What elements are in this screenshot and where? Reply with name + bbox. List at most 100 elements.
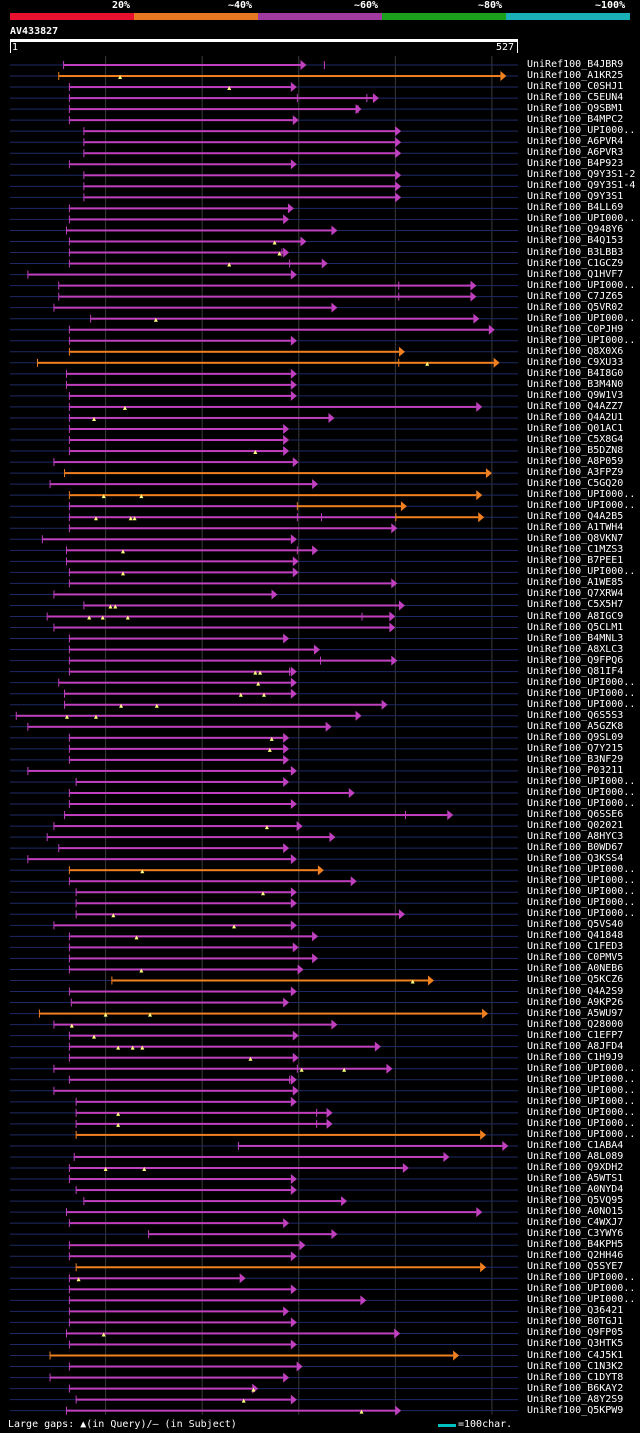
hit-label[interactable]: UniRef100_UPI000.. <box>527 500 636 512</box>
hit-label[interactable]: UniRef100_A0NO15 <box>527 1206 624 1218</box>
hit-label[interactable]: UniRef100_B0TGJ1 <box>527 1316 624 1328</box>
hit-label[interactable]: UniRef100_Q5VQ95 <box>527 1195 624 1207</box>
hit-label[interactable]: UniRef100_Q5CLM1 <box>527 621 624 633</box>
hit-label[interactable]: UniRef100_Q9SBM1 <box>527 103 624 115</box>
hit-label[interactable]: UniRef100_P03211 <box>527 764 624 776</box>
hit-label[interactable]: UniRef100_Q7XRW4 <box>527 588 624 600</box>
hit-label[interactable]: UniRef100_UPI000.. <box>527 786 636 798</box>
hit-label[interactable]: UniRef100_UPI000.. <box>527 908 636 920</box>
hit-label[interactable]: UniRef100_UPI000.. <box>527 489 636 501</box>
hit-label[interactable]: UniRef100_A5GZK8 <box>527 720 624 732</box>
hit-label[interactable]: UniRef100_Q2HH46 <box>527 1250 624 1262</box>
hit-label[interactable]: UniRef100_B4MNL3 <box>527 632 624 644</box>
hit-label[interactable]: UniRef100_UPI000.. <box>527 676 636 688</box>
hit-label[interactable]: UniRef100_UPI000.. <box>527 125 636 137</box>
hit-label[interactable]: UniRef100_Q1HVF7 <box>527 268 624 280</box>
hit-label[interactable]: UniRef100_A9KP26 <box>527 996 624 1008</box>
hit-label[interactable]: UniRef100_A8JFD4 <box>527 1040 624 1052</box>
hit-label[interactable]: UniRef100_Q8X0X6 <box>527 345 624 357</box>
hit-label[interactable]: UniRef100_A8P059 <box>527 456 624 468</box>
hit-label[interactable]: UniRef100_UPI000.. <box>527 1106 636 1118</box>
hit-label[interactable]: UniRef100_B0WD67 <box>527 842 624 854</box>
hit-label[interactable]: UniRef100_C1N3K2 <box>527 1360 624 1372</box>
hit-label[interactable]: UniRef100_B4JBR9 <box>527 59 624 70</box>
hit-label[interactable]: UniRef100_C5X5H7 <box>527 599 624 611</box>
hit-label[interactable]: UniRef100_UPI000.. <box>527 312 636 324</box>
hit-label[interactable]: UniRef100_C5EUN4 <box>527 92 624 104</box>
hit-label[interactable]: UniRef100_UPI000.. <box>527 1128 636 1140</box>
hit-label[interactable]: UniRef100_Q36421 <box>527 1305 624 1317</box>
hit-label[interactable]: UniRef100_B3LBB3 <box>527 246 624 258</box>
hit-label[interactable]: UniRef100_C0PJH9 <box>527 323 624 335</box>
hit-label[interactable]: UniRef100_UPI000.. <box>527 1062 636 1074</box>
hit-label[interactable]: UniRef100_A1KR25 <box>527 70 624 82</box>
hit-label[interactable]: UniRef100_UPI000.. <box>527 213 636 225</box>
hit-label[interactable]: UniRef100_Q4A2B5 <box>527 511 624 523</box>
hit-label[interactable]: UniRef100_UPI000.. <box>527 1095 636 1107</box>
hit-label[interactable]: UniRef100_C3YWY6 <box>527 1228 624 1240</box>
hit-label[interactable]: UniRef100_Q3HTK5 <box>527 1338 624 1350</box>
hit-label[interactable]: UniRef100_C0SHJ1 <box>527 81 624 93</box>
hit-label[interactable]: UniRef100_C1H9J9 <box>527 1051 624 1063</box>
hit-label[interactable]: UniRef100_B3NF29 <box>527 753 624 765</box>
hit-label[interactable]: UniRef100_Q6SSE6 <box>527 809 624 821</box>
hit-label[interactable]: UniRef100_A5WTS1 <box>527 1173 624 1185</box>
hit-label[interactable]: UniRef100_Q4A2U1 <box>527 411 624 423</box>
hit-label[interactable]: UniRef100_UPI000.. <box>527 279 636 291</box>
hit-label[interactable]: UniRef100_A8IGC9 <box>527 610 624 622</box>
hit-label[interactable]: UniRef100_Q5VR02 <box>527 301 624 313</box>
hit-label[interactable]: UniRef100_Q5KPW9 <box>527 1404 624 1416</box>
hit-label[interactable]: UniRef100_UPI000.. <box>527 1283 636 1295</box>
hit-label[interactable]: UniRef100_UPI000.. <box>527 687 636 699</box>
hit-label[interactable]: UniRef100_Q948Y6 <box>527 224 624 236</box>
hit-label[interactable]: UniRef100_A8L089 <box>527 1150 624 1162</box>
hit-label[interactable]: UniRef100_Q5VS40 <box>527 919 624 931</box>
hit-label[interactable]: UniRef100_A8XLC3 <box>527 643 624 655</box>
hit-label[interactable]: UniRef100_UPI000.. <box>527 775 636 787</box>
hit-label[interactable]: UniRef100_A8Y2S9 <box>527 1393 624 1405</box>
hit-label[interactable]: UniRef100_B5DZN8 <box>527 445 624 457</box>
hit-label[interactable]: UniRef100_C5X8G4 <box>527 434 624 446</box>
hit-label[interactable]: UniRef100_UPI000.. <box>527 864 636 876</box>
hit-label[interactable]: UniRef100_A3FPZ9 <box>527 467 624 479</box>
hit-label[interactable]: UniRef100_UPI000.. <box>527 1294 636 1306</box>
hit-label[interactable]: UniRef100_Q3KSS4 <box>527 853 624 865</box>
hit-label[interactable]: UniRef100_Q81IF4 <box>527 665 624 677</box>
hit-label[interactable]: UniRef100_Q5SYE7 <box>527 1261 624 1273</box>
hit-label[interactable]: UniRef100_C0PMV5 <box>527 952 624 964</box>
hit-label[interactable]: UniRef100_UPI000.. <box>527 698 636 710</box>
hit-label[interactable]: UniRef100_UPI000.. <box>527 566 636 578</box>
hit-label[interactable]: UniRef100_B4I8G0 <box>527 367 624 379</box>
hit-label[interactable]: UniRef100_C1ABA4 <box>527 1139 624 1151</box>
hit-label[interactable]: UniRef100_C1MZS3 <box>527 544 624 556</box>
hit-label[interactable]: UniRef100_Q9FP05 <box>527 1327 624 1339</box>
hit-label[interactable]: UniRef100_Q9FPQ6 <box>527 654 624 666</box>
hit-label[interactable]: UniRef100_Q9Y3S1-2 <box>527 169 636 181</box>
hit-label[interactable]: UniRef100_UPI000.. <box>527 1272 636 1284</box>
hit-label[interactable]: UniRef100_C1GCZ9 <box>527 257 624 269</box>
hit-label[interactable]: UniRef100_UPI000.. <box>527 875 636 887</box>
hit-label[interactable]: UniRef100_Q7Y215 <box>527 742 624 754</box>
hit-label[interactable]: UniRef100_Q9Y3S1 <box>527 191 624 203</box>
hit-label[interactable]: UniRef100_A6PVR3 <box>527 147 624 159</box>
hit-label[interactable]: UniRef100_C9XU33 <box>527 356 624 368</box>
hit-label[interactable]: UniRef100_B7PEE1 <box>527 555 624 567</box>
hit-label[interactable]: UniRef100_Q01AC1 <box>527 422 624 434</box>
hit-label[interactable]: UniRef100_B4Q153 <box>527 235 624 247</box>
hit-label[interactable]: UniRef100_Q9W1V3 <box>527 389 624 401</box>
hit-label[interactable]: UniRef100_C1FED3 <box>527 941 624 953</box>
hit-label[interactable]: UniRef100_C4J5K1 <box>527 1349 624 1361</box>
hit-label[interactable]: UniRef100_Q4AZZ7 <box>527 400 624 412</box>
hit-label[interactable]: UniRef100_UPI000.. <box>527 1073 636 1085</box>
hit-label[interactable]: UniRef100_Q6S5S3 <box>527 709 624 721</box>
hit-label[interactable]: UniRef100_Q5KCZ6 <box>527 974 624 986</box>
hit-label[interactable]: UniRef100_B4LL69 <box>527 202 624 214</box>
hit-label[interactable]: UniRef100_Q4A2S9 <box>527 985 624 997</box>
hit-label[interactable]: UniRef100_UPI000.. <box>527 886 636 898</box>
hit-label[interactable]: UniRef100_UPI000.. <box>527 1117 636 1129</box>
hit-label[interactable]: UniRef100_UPI000.. <box>527 1084 636 1096</box>
hit-label[interactable]: UniRef100_B6KAY2 <box>527 1382 624 1394</box>
hit-label[interactable]: UniRef100_C4WXJ7 <box>527 1217 624 1229</box>
hit-label[interactable]: UniRef100_A5WU97 <box>527 1007 624 1019</box>
hit-label[interactable]: UniRef100_C5GQ20 <box>527 478 624 490</box>
